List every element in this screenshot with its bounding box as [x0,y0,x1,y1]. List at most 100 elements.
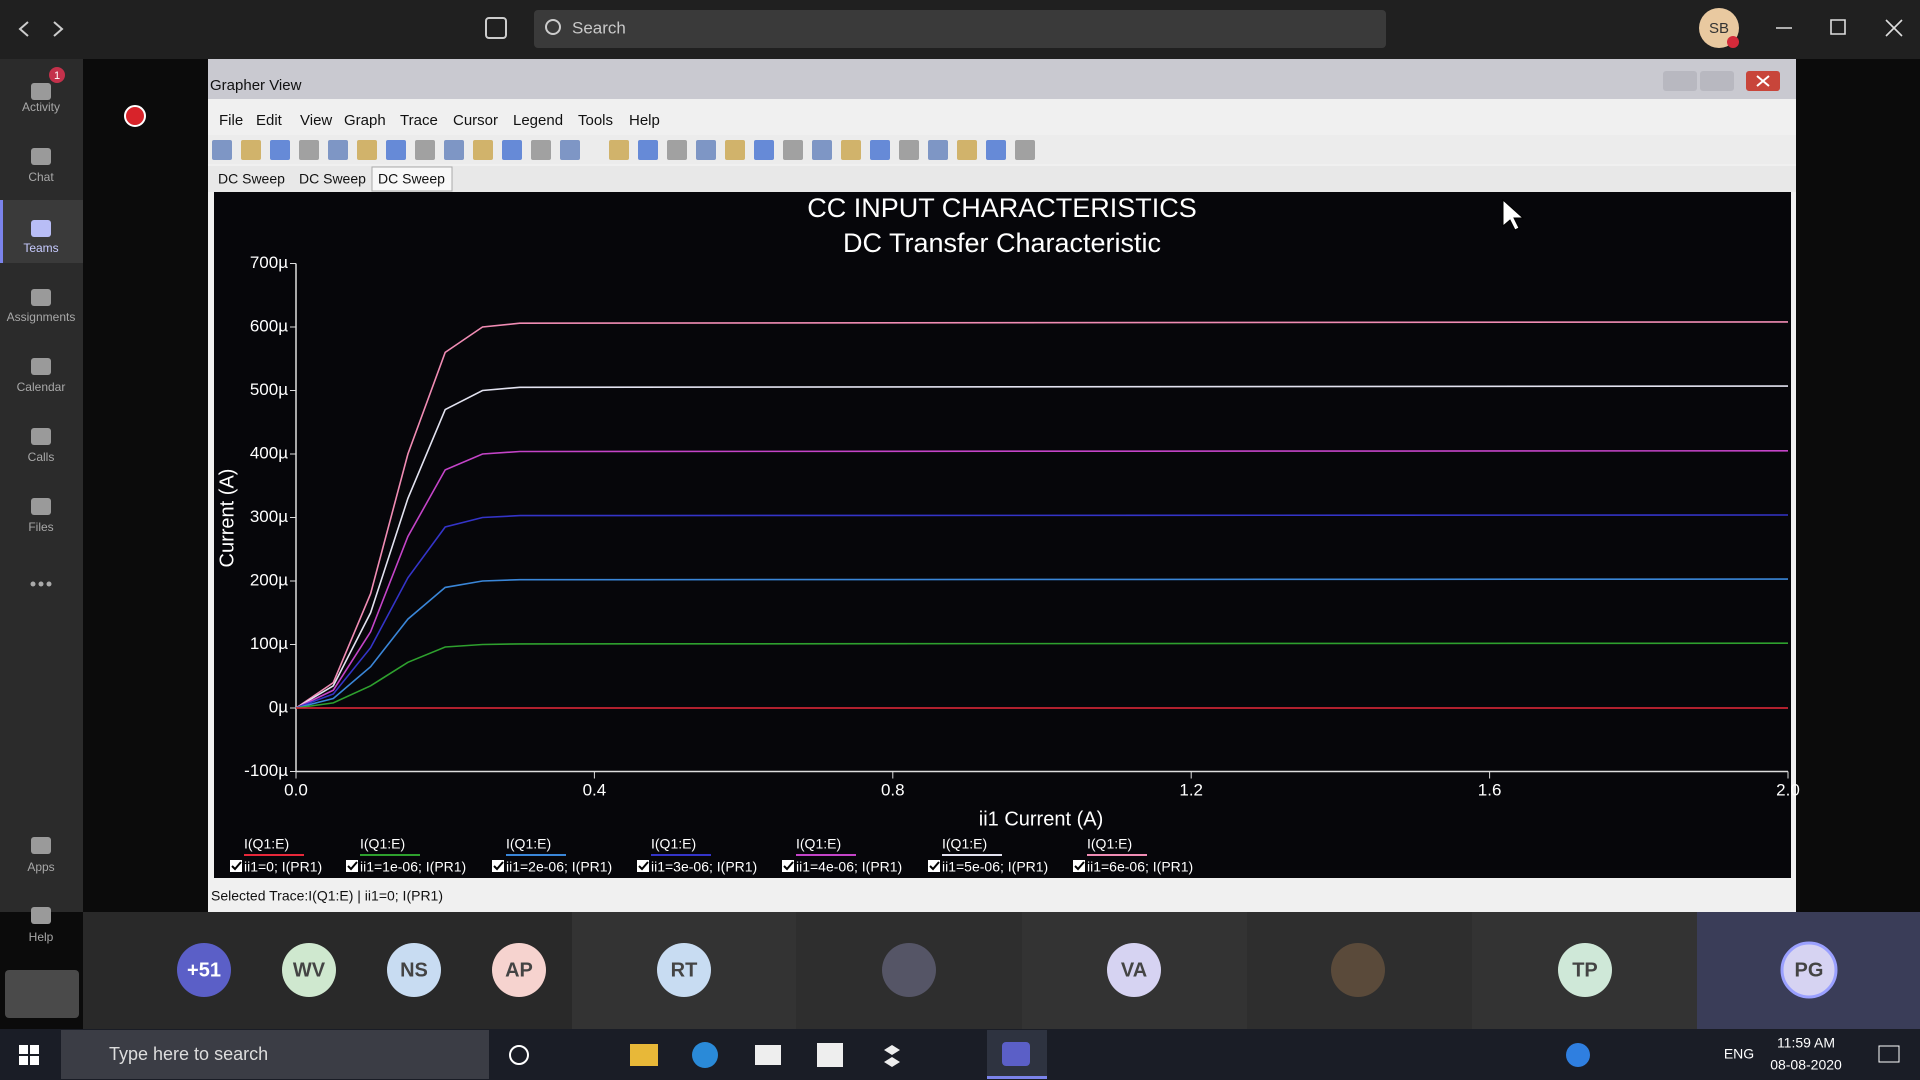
notifications[interactable] [1878,1045,1900,1063]
rail-icon[interactable] [31,289,51,306]
avatar-initials: SB [1709,20,1729,37]
participant-avatar[interactable] [387,943,441,997]
toolbar-button[interactable] [812,140,832,160]
toolbar-button[interactable] [638,140,658,160]
legend-name[interactable]: ii1=5e-06; I(PR1) [942,859,1048,875]
tab-label[interactable]: DC Sweep [299,171,366,187]
legend-trace: I(Q1:E) [796,836,841,852]
toolbar-button[interactable] [531,140,551,160]
toolbar-button[interactable] [783,140,803,160]
nav-arrows[interactable] [18,21,64,37]
rail-label: Calls [28,450,55,464]
menu-item[interactable]: Cursor [453,112,498,129]
participant-photo[interactable] [882,943,936,997]
participant-avatar[interactable] [1780,941,1838,999]
legend-name[interactable]: ii1=3e-06; I(PR1) [651,859,757,875]
menu-item[interactable]: Legend [513,112,563,129]
participant-initials: PG [1795,959,1824,981]
status-text: Selected Trace:I(Q1:E) | ii1=0; I(PR1) [211,888,443,904]
tab-label[interactable]: DC Sweep [218,171,285,187]
x-tick-label: 1.2 [1179,780,1203,799]
toolbar-button[interactable] [870,140,890,160]
toolbar-button[interactable] [899,140,919,160]
taskbar-search[interactable] [61,1030,489,1079]
participant-avatar[interactable] [177,943,231,997]
y-tick-label: 300µ [250,507,288,526]
toolbar-button[interactable] [696,140,716,160]
legend-name[interactable]: ii1=4e-06; I(PR1) [796,859,902,875]
series-line [295,450,1789,709]
rail-icon[interactable] [31,498,51,515]
toolbar-button[interactable] [957,140,977,160]
legend-name[interactable]: ii1=0; I(PR1) [244,859,322,875]
toolbar-button[interactable] [725,140,745,160]
toolbar-button[interactable] [473,140,493,160]
y-tick-label: 100µ [250,634,288,653]
minimize-button[interactable] [1663,71,1697,91]
toolbar-button[interactable] [754,140,774,160]
participant-avatar[interactable] [492,943,546,997]
toolbar-button[interactable] [841,140,861,160]
participant-avatar[interactable] [1107,943,1161,997]
toolbar-button[interactable] [212,140,232,160]
device-button[interactable] [5,970,79,1018]
close-x [1756,75,1770,87]
toolbar-button[interactable] [609,140,629,160]
toolbar-button[interactable] [241,140,261,160]
menu-item[interactable]: File [219,112,243,129]
participant-avatar[interactable] [1558,943,1612,997]
participant-photo[interactable] [1331,943,1385,997]
y-tick-label: 0µ [269,697,288,716]
rail-icon[interactable] [31,428,51,445]
search-box[interactable] [534,10,1386,48]
menu-item[interactable]: Help [629,112,660,129]
menu-item[interactable]: Graph [344,112,386,129]
toolbar-button[interactable] [928,140,948,160]
active-tab[interactable] [371,166,453,192]
toolbar-button[interactable] [560,140,580,160]
rail-icon[interactable] [31,220,51,237]
rail-icon[interactable] [31,148,51,165]
rail-icon[interactable] [31,358,51,375]
toolbar-button[interactable] [386,140,406,160]
series-line [295,321,1789,709]
y-tick-label: 600µ [250,316,288,335]
window-controls[interactable] [1776,19,1903,37]
toolbar-button[interactable] [667,140,687,160]
menu-item[interactable]: Tools [578,112,613,129]
start-button[interactable] [19,1045,39,1065]
toolbar-button[interactable] [986,140,1006,160]
compose-icon[interactable] [485,17,507,39]
participant-avatar[interactable] [282,943,336,997]
participant-avatar[interactable] [657,943,711,997]
taskbar-apps[interactable] [630,1030,1047,1079]
toolbar-button[interactable] [299,140,319,160]
legend-check [783,861,794,871]
toolbar-button[interactable] [270,140,290,160]
legend-name[interactable]: ii1=2e-06; I(PR1) [506,859,612,875]
toolbar-button[interactable] [1015,140,1035,160]
cortana[interactable] [509,1045,529,1065]
toolbar-button[interactable] [415,140,435,160]
menu-item[interactable]: Edit [256,112,283,129]
more-dots[interactable] [30,581,52,587]
menu-item[interactable]: View [300,112,332,129]
help-tray[interactable] [1566,1043,1590,1067]
y-tick-label: 400µ [250,443,288,462]
legend-trace: I(Q1:E) [1087,836,1132,852]
toolbar-button[interactable] [357,140,377,160]
x-tick-label: 0.0 [284,780,308,799]
series-line [295,385,1789,709]
toolbar-button[interactable] [328,140,348,160]
rail-icon[interactable] [31,83,51,100]
menu-item[interactable]: Trace [400,112,438,129]
rail-icon[interactable] [31,907,51,924]
window-title-bar [208,59,1796,99]
toolbar-button[interactable] [444,140,464,160]
maximize-button[interactable] [1700,71,1734,91]
legend-name[interactable]: ii1=6e-06; I(PR1) [1087,859,1193,875]
legend-name[interactable]: ii1=1e-06; I(PR1) [360,859,466,875]
tab-label[interactable]: DC Sweep [378,171,445,187]
toolbar-button[interactable] [502,140,522,160]
rail-icon[interactable] [31,837,51,854]
